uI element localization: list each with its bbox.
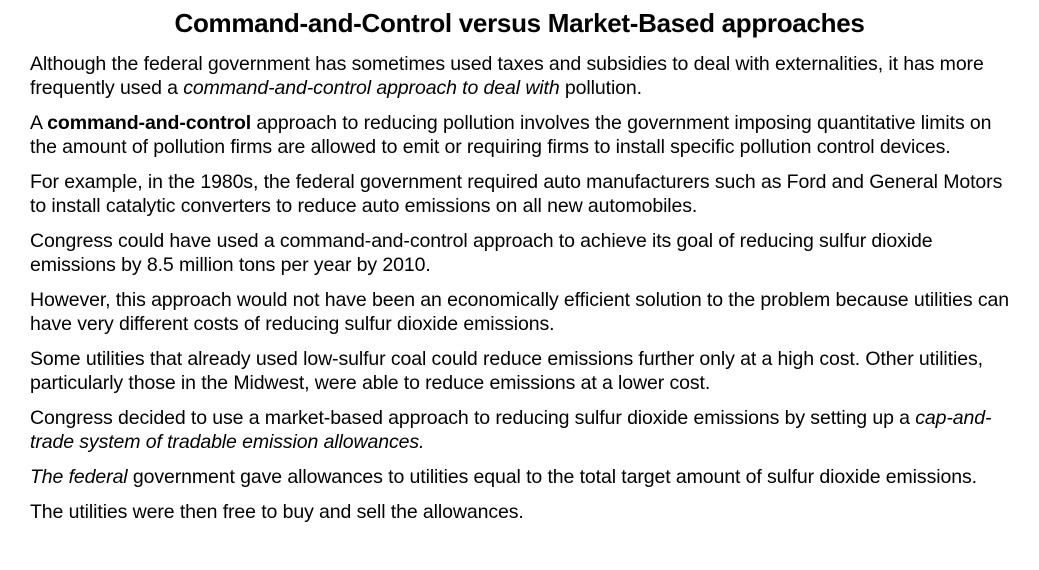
text-run: government gave allowances to utilities … [127, 466, 977, 488]
text-run: pollution. [559, 77, 642, 99]
text-run: The utilities were then free to buy and … [30, 501, 524, 523]
text-run: approach to reducing pollution involves … [30, 112, 992, 158]
body-text: Although the federal government has some… [0, 52, 1039, 524]
text-run: However, this approach would not have be… [30, 289, 1010, 335]
text-run: Congress decided to use a market-based a… [30, 407, 916, 429]
text-run: Although the federal government has some… [30, 53, 984, 99]
italic-run: The federal [30, 466, 128, 488]
paragraph: The utilities were then free to buy and … [30, 500, 1015, 524]
text-run: Some utilities that already used low-sul… [30, 348, 983, 394]
text-run: Congress could have used a command-and-c… [30, 230, 933, 276]
page-title: Command-and-Control versus Market-Based … [174, 8, 865, 38]
paragraph: Congress could have used a command-and-c… [30, 229, 1015, 277]
paragraph: Congress decided to use a market-based a… [30, 406, 1015, 454]
bold-run: command-and-control [47, 112, 252, 134]
italic-run: cap-and-trade system of tradable emissio… [30, 407, 992, 453]
text-run: For example, in the 1980s, the federal g… [30, 171, 1003, 217]
paragraph: A command-and-control approach to reduci… [30, 111, 1015, 159]
italic-run: command-and-control approach to deal wit… [183, 77, 560, 99]
paragraph: For example, in the 1980s, the federal g… [30, 170, 1015, 218]
paragraph: However, this approach would not have be… [30, 288, 1015, 336]
paragraph: Although the federal government has some… [30, 52, 1015, 100]
paragraph: The federal government gave allowances t… [30, 465, 1015, 489]
paragraph: Some utilities that already used low-sul… [30, 347, 1015, 395]
text-run: A [30, 112, 48, 134]
